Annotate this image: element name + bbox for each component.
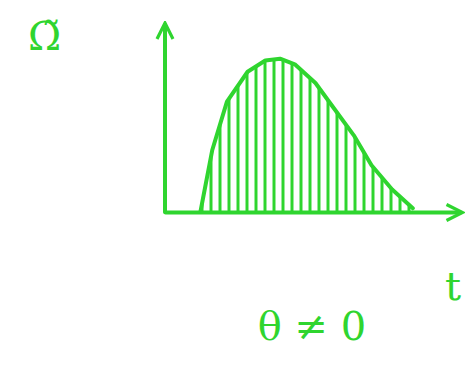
x-axis bbox=[166, 212, 461, 213]
chart: Ω̃ t θ ≠ 0 bbox=[0, 0, 473, 367]
axis-line bbox=[163, 25, 167, 212]
annotation: θ ≠ 0 bbox=[258, 303, 366, 349]
y-axis bbox=[165, 25, 166, 212]
curve bbox=[200, 59, 412, 212]
plot-area bbox=[200, 59, 412, 212]
axis-line bbox=[166, 211, 461, 215]
area-fill bbox=[200, 59, 412, 212]
y-axis-title: Ω̃ bbox=[28, 13, 61, 59]
x-axis-title: t bbox=[445, 263, 461, 309]
